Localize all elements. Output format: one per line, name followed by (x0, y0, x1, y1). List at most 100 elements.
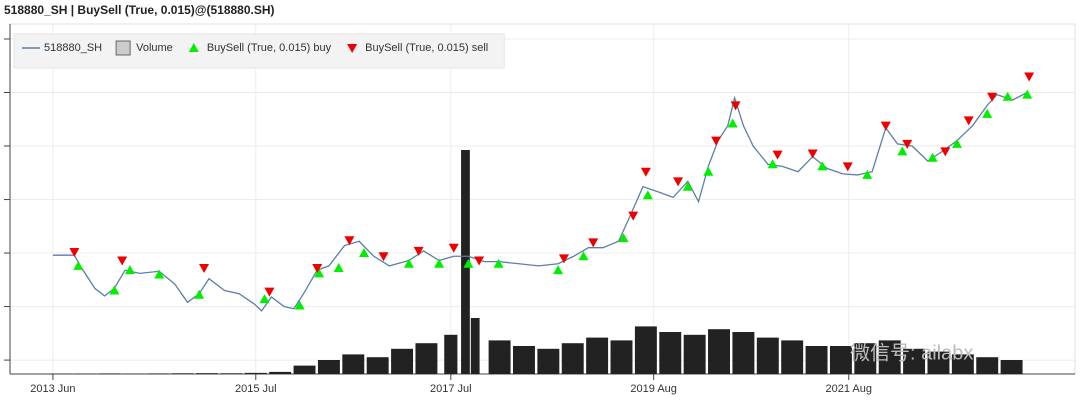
buy-marker (727, 118, 738, 128)
buy-marker (1022, 89, 1033, 99)
buy-marker (618, 233, 629, 243)
volume-bar (317, 360, 340, 374)
volume-bar (147, 373, 170, 374)
sell-marker (558, 254, 569, 264)
legend-label: BuySell (True, 0.015) buy (207, 42, 332, 54)
buy-marker (333, 263, 344, 273)
volume-bar (805, 346, 828, 374)
buy-marker (493, 258, 504, 268)
x-tick-label: 2017 Jul (430, 383, 472, 395)
volume-bar (634, 326, 657, 374)
volume-bar (366, 357, 389, 374)
sell-marker (312, 264, 323, 274)
sell-marker (1024, 72, 1035, 82)
volume-bar (903, 348, 926, 374)
buy-marker (553, 265, 564, 275)
legend-label: 518880_SH (44, 42, 102, 54)
sell-marker (772, 150, 783, 160)
sell-marker (69, 247, 80, 257)
x-tick-label: 2019 Aug (630, 383, 677, 395)
volume-bar (756, 337, 779, 374)
sell-marker (344, 236, 355, 246)
x-tick-label: 2015 Jul (235, 383, 277, 395)
volume-bar (220, 373, 243, 374)
sell-marker (448, 243, 459, 253)
buy-marker (1002, 91, 1013, 101)
sell-marker (963, 116, 974, 126)
legend-box (13, 33, 505, 69)
volume-bar (98, 373, 121, 374)
buy-marker (578, 251, 589, 261)
buy-marker (314, 268, 325, 278)
volume-bar (561, 343, 584, 374)
buy-marker (463, 258, 474, 268)
price-line (52, 91, 1028, 312)
buy-marker (982, 108, 993, 118)
sell-marker (673, 177, 684, 187)
buy-marker (703, 166, 714, 176)
buy-marker (951, 138, 962, 148)
x-tick-label: 2021 Aug (825, 383, 872, 395)
x-tick-label: 2013 Jun (30, 383, 75, 395)
volume-bar (512, 346, 535, 374)
volume-bar (537, 348, 560, 374)
volume-bar (269, 371, 292, 374)
buy-marker (434, 258, 445, 268)
buy-marker (927, 152, 938, 162)
sell-marker (474, 256, 485, 266)
buy-marker (294, 300, 305, 310)
legend-label: Volume (136, 42, 173, 54)
sell-marker (588, 238, 599, 248)
buy-marker (154, 269, 165, 279)
legend-label: BuySell (True, 0.015) sell (365, 42, 488, 54)
buy-marker (817, 161, 828, 171)
buy-marker (767, 159, 778, 169)
volume-bar (1000, 360, 1023, 374)
volume-bar (488, 340, 511, 374)
sell-marker (987, 92, 998, 102)
volume-bar (951, 354, 974, 374)
volume-bar (470, 318, 480, 374)
sell-marker (902, 139, 913, 149)
volume-bar (610, 340, 633, 374)
volume-bar (293, 365, 316, 374)
chart-title: 518880_SH | BuySell (True, 0.015)@(51888… (4, 3, 275, 17)
sell-marker (199, 264, 210, 274)
sell-marker (940, 147, 951, 157)
volume-bar (196, 373, 218, 374)
buy-marker (403, 258, 414, 268)
watermark: 微信号: ailabx (850, 341, 973, 364)
sell-marker (413, 246, 424, 256)
buy-marker (73, 260, 84, 270)
sell-marker (807, 149, 818, 159)
legend-swatch (188, 43, 199, 52)
volume-bar (927, 351, 950, 374)
volume-bar (732, 332, 755, 374)
volume-bar (976, 357, 999, 374)
volume-bar (444, 334, 458, 374)
sell-marker (711, 136, 722, 146)
sell-marker (117, 256, 128, 266)
buy-marker (897, 146, 908, 156)
sell-marker (842, 162, 853, 172)
buy-marker (259, 294, 270, 304)
volume-bar (461, 150, 470, 374)
sell-marker (880, 121, 891, 131)
volume-bar (244, 372, 267, 374)
buy-marker (862, 169, 873, 179)
buy-marker (124, 265, 135, 275)
sell-marker (640, 167, 651, 177)
volume-bar (708, 329, 730, 374)
volume-bar (391, 348, 414, 374)
sell-marker (264, 287, 275, 297)
volume-bar (854, 343, 877, 374)
legend-swatch (347, 44, 358, 53)
volume-bar (781, 340, 804, 374)
buy-marker (642, 190, 653, 200)
sell-marker (378, 252, 389, 262)
volume-bar (878, 340, 901, 374)
buy-marker (194, 289, 205, 299)
volume-bar (829, 346, 852, 374)
